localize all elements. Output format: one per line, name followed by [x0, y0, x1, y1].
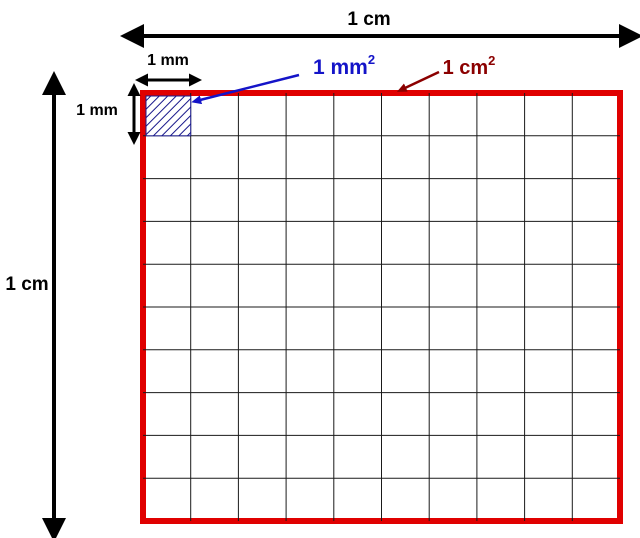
svg-text:1 cm: 1 cm [5, 274, 48, 295]
svg-text:1 cm2: 1 cm2 [443, 53, 496, 79]
svg-text:1 mm: 1 mm [76, 102, 118, 119]
svg-text:1 mm2: 1 mm2 [313, 52, 375, 79]
svg-text:1 cm: 1 cm [347, 9, 390, 30]
svg-text:1 mm: 1 mm [147, 52, 189, 69]
